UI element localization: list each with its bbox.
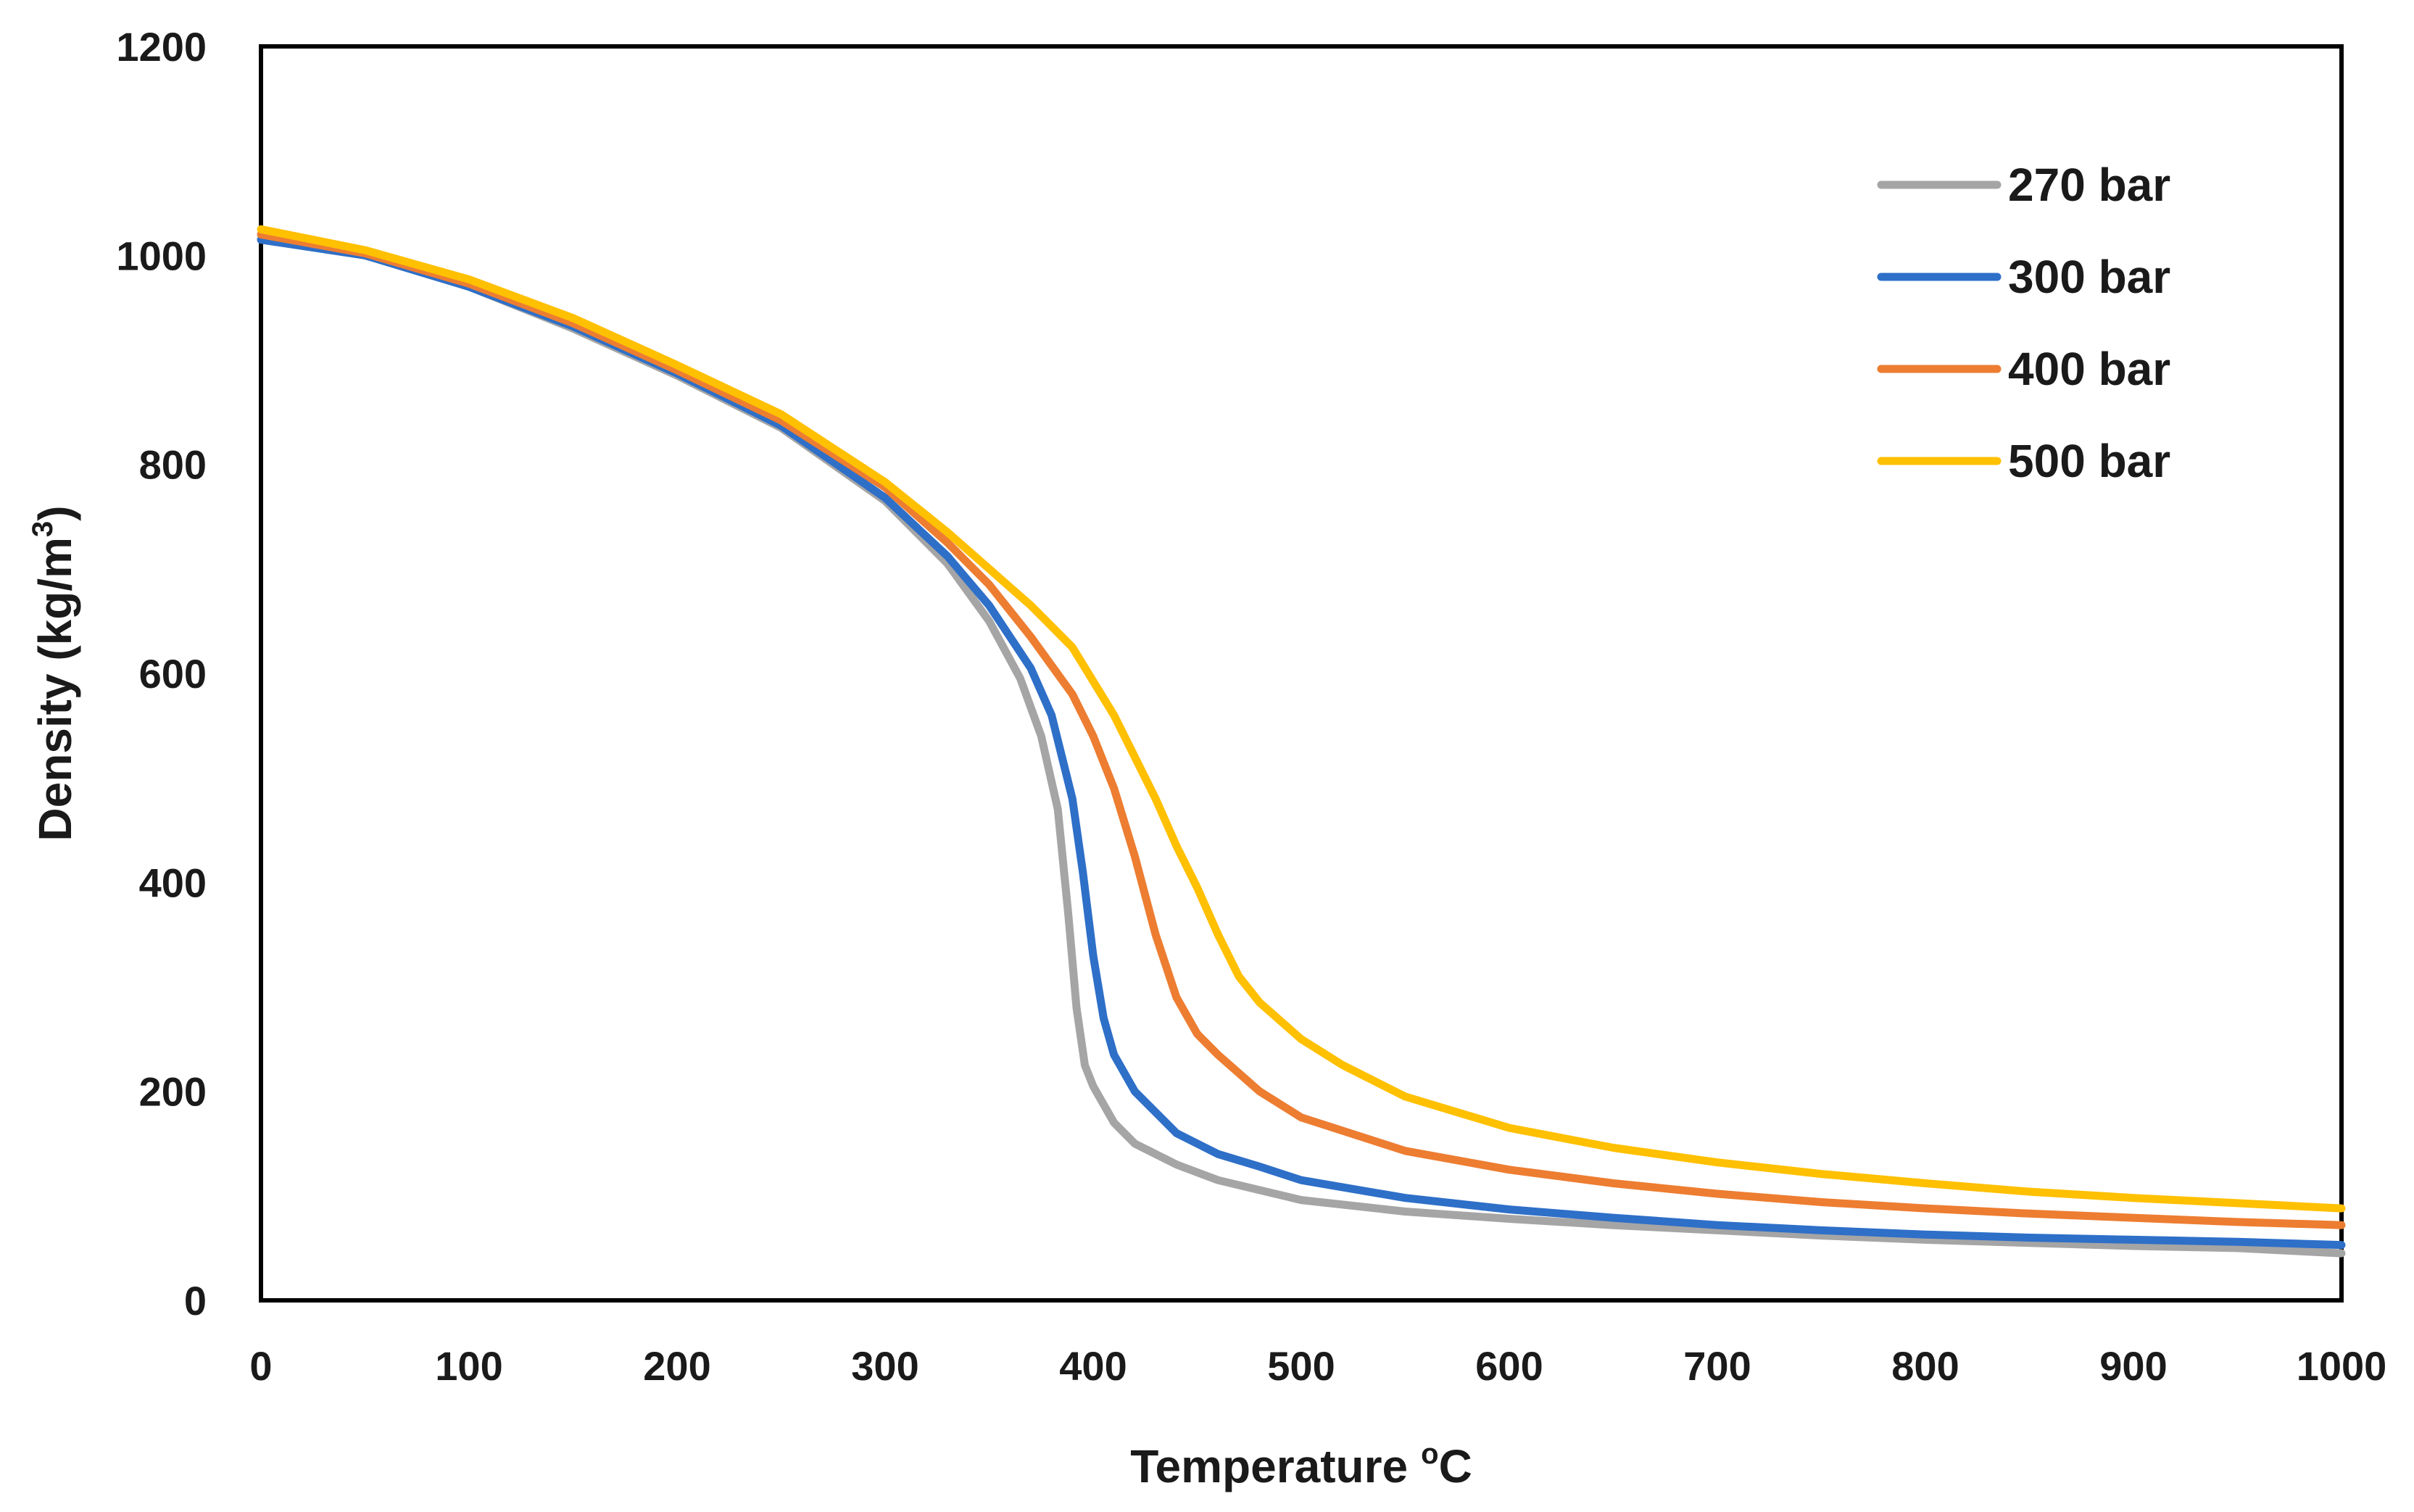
y-tick-label: 200 (139, 1069, 207, 1115)
x-tick-label: 300 (851, 1343, 918, 1389)
series-line-300-bar (257, 236, 2346, 1250)
y-axis-title-sup: 3 (27, 521, 59, 537)
y-tick-label: 600 (139, 651, 207, 697)
y-tick-label: 1000 (116, 233, 207, 278)
x-tick-label: 900 (2099, 1343, 2167, 1389)
y-axis-title: Density (kg/m3) (27, 505, 81, 841)
x-tick-label: 1000 (2297, 1343, 2387, 1389)
x-tick-label: 400 (1059, 1343, 1127, 1389)
x-tick-label: 600 (1475, 1343, 1543, 1389)
x-tick-label: 700 (1683, 1343, 1751, 1389)
series-line-500-bar (257, 225, 2346, 1213)
legend-label: 500 bar (2008, 435, 2170, 487)
x-axis-title-unit-sup: o (1421, 1438, 1438, 1470)
y-axis-title-text: Density (kg/m (29, 537, 81, 842)
ticks-layer: 0 100 200 300 400 500 600 700 800 900 1000 0 200 400 6… (116, 24, 2386, 1389)
plot-area-frame (259, 44, 2344, 1303)
x-axis-title: Temperature oC (1130, 1438, 1472, 1492)
y-tick-label: 400 (139, 860, 207, 905)
series-layer (257, 225, 2346, 1258)
legend-label: 300 bar (2008, 251, 2170, 303)
y-tick-label: 0 (184, 1278, 207, 1324)
legend: 270 bar 300 bar 400 bar 500 bar (1877, 159, 2170, 487)
legend-label: 400 bar (2008, 343, 2170, 395)
x-tick-label: 800 (1891, 1343, 1959, 1389)
y-tick-label: 1200 (116, 24, 207, 70)
x-tick-label: 200 (643, 1343, 710, 1389)
series-line-400-bar (257, 230, 2346, 1229)
x-tick-label: 100 (435, 1343, 502, 1389)
legend-label: 270 bar (2008, 159, 2170, 211)
y-tick-label: 800 (139, 442, 207, 488)
x-axis-title-text: Temperature (1130, 1440, 1408, 1492)
x-tick-label: 500 (1267, 1343, 1335, 1389)
x-axis-title-unit: C (1439, 1440, 1472, 1492)
y-axis-title-close: ) (29, 505, 81, 520)
x-tick-label: 0 (249, 1343, 272, 1389)
